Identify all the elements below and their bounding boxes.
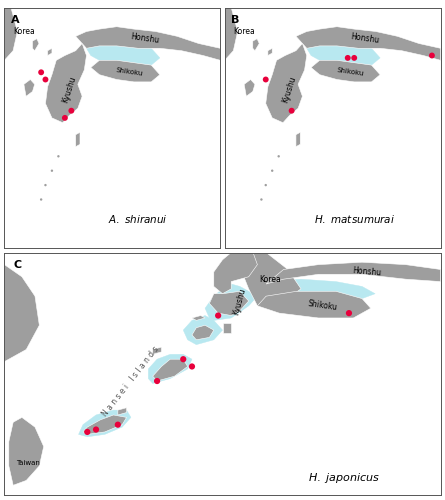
Polygon shape: [192, 325, 214, 340]
Text: $\it{H.\ matsumurai}$: $\it{H.\ matsumurai}$: [314, 212, 395, 224]
Point: [42, 181, 49, 189]
Polygon shape: [83, 415, 126, 434]
Polygon shape: [148, 354, 192, 384]
Point: [114, 420, 121, 428]
Text: Korea: Korea: [259, 274, 281, 283]
Polygon shape: [32, 38, 39, 50]
Text: Honshu: Honshu: [352, 266, 381, 278]
Polygon shape: [205, 284, 257, 321]
Polygon shape: [76, 132, 80, 146]
Point: [49, 166, 56, 174]
Point: [275, 152, 282, 160]
Text: Honshu: Honshu: [130, 32, 160, 45]
Point: [154, 377, 161, 385]
Polygon shape: [296, 26, 441, 60]
Point: [344, 54, 351, 62]
Point: [180, 355, 187, 363]
Polygon shape: [266, 262, 441, 284]
Polygon shape: [249, 279, 375, 298]
Point: [42, 76, 49, 84]
Point: [37, 68, 44, 76]
Polygon shape: [296, 132, 300, 146]
Point: [61, 114, 69, 122]
Point: [93, 426, 100, 434]
Point: [269, 166, 276, 174]
Polygon shape: [45, 44, 86, 122]
Polygon shape: [153, 347, 162, 354]
Text: Kyushu: Kyushu: [281, 74, 298, 104]
Text: B: B: [231, 14, 239, 24]
Text: $\it{H.\ japonicus}$: $\it{H.\ japonicus}$: [308, 471, 381, 485]
Polygon shape: [9, 418, 44, 486]
Polygon shape: [91, 60, 160, 82]
Point: [68, 106, 75, 114]
Polygon shape: [244, 80, 255, 96]
Point: [351, 54, 358, 62]
Polygon shape: [4, 8, 17, 60]
Text: Honshu: Honshu: [350, 32, 380, 45]
Text: $\it{A.\ shiranui}$: $\it{A.\ shiranui}$: [109, 212, 168, 224]
Polygon shape: [210, 292, 249, 316]
Point: [345, 309, 352, 317]
Polygon shape: [192, 316, 205, 320]
Polygon shape: [79, 410, 131, 437]
Polygon shape: [257, 292, 371, 318]
Polygon shape: [48, 48, 52, 56]
Point: [188, 362, 195, 370]
Text: Shikoku: Shikoku: [336, 68, 364, 77]
Text: Kyushu: Kyushu: [61, 74, 78, 104]
Point: [429, 52, 436, 60]
Point: [258, 196, 265, 203]
Polygon shape: [311, 60, 380, 82]
Point: [262, 76, 269, 84]
Point: [288, 106, 295, 114]
Polygon shape: [214, 252, 257, 294]
Polygon shape: [183, 316, 222, 344]
Polygon shape: [225, 8, 238, 60]
Polygon shape: [4, 252, 39, 362]
Polygon shape: [268, 48, 272, 56]
Point: [262, 181, 269, 189]
Polygon shape: [222, 323, 231, 332]
Polygon shape: [86, 38, 160, 65]
Text: N a n s e i   I s l a n d s: N a n s e i I s l a n d s: [101, 344, 161, 418]
Polygon shape: [253, 38, 259, 50]
Text: C: C: [13, 260, 21, 270]
Polygon shape: [24, 80, 35, 96]
Text: A: A: [11, 14, 20, 24]
Point: [214, 312, 222, 320]
Polygon shape: [153, 359, 188, 381]
Polygon shape: [118, 408, 126, 415]
Text: Korea: Korea: [13, 27, 35, 36]
Polygon shape: [266, 44, 307, 122]
Point: [55, 152, 62, 160]
Text: Korea: Korea: [233, 27, 255, 36]
Text: Shikoku: Shikoku: [307, 300, 338, 312]
Polygon shape: [76, 26, 220, 60]
Point: [37, 196, 44, 203]
Text: Kyushu: Kyushu: [232, 286, 248, 316]
Text: Shikoku: Shikoku: [116, 68, 144, 77]
Polygon shape: [307, 38, 380, 65]
Polygon shape: [240, 252, 301, 306]
Point: [84, 428, 91, 436]
Text: Taiwan: Taiwan: [16, 460, 40, 466]
